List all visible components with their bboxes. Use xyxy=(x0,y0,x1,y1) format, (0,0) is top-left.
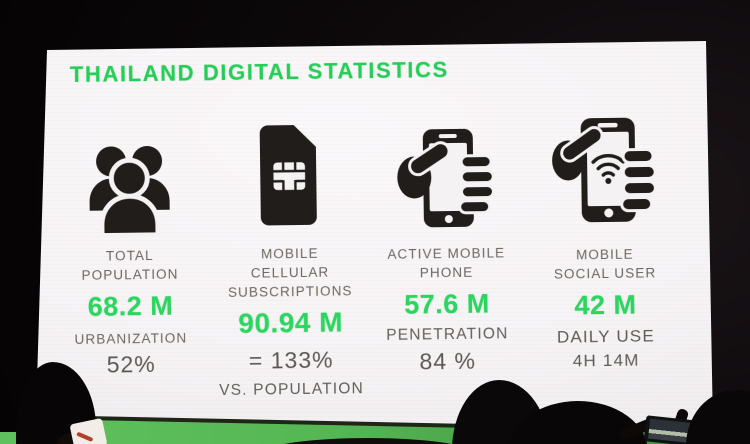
people-group-icon xyxy=(80,135,177,243)
stat-column-population: TOTAL POPULATION 68.2 M URBANIZATION 52% xyxy=(56,134,204,379)
stat-label: ACTIVE MOBILE xyxy=(387,245,506,262)
stat-column-subscriptions: MOBILE CELLULAR SUBSCRIPTIONS 90.94 M = … xyxy=(211,122,370,401)
stat-sub-value: 84 % xyxy=(419,347,477,375)
stat-sub-label: PENETRATION xyxy=(386,325,509,344)
slide-title: THAILAND DIGITAL STATISTICS xyxy=(69,57,449,87)
stat-label: TOTAL xyxy=(105,247,154,264)
stat-column-active-mobile: ACTIVE MOBILE PHONE 57.6 M PENETRATION 8… xyxy=(367,122,526,376)
stat-value: 42 M xyxy=(574,289,637,321)
stat-sub-label: DAILY USE xyxy=(556,326,656,347)
stat-value: 57.6 M xyxy=(403,288,490,320)
stat-sub-value: = 133% xyxy=(248,346,334,374)
sim-card-icon xyxy=(257,123,320,233)
stat-label: SUBSCRIPTIONS xyxy=(227,283,353,300)
stat-sub-value: 4H 14M xyxy=(572,350,640,371)
hand-holding-phone-wifi-icon xyxy=(550,113,658,237)
audience-head-silhouette xyxy=(266,438,470,444)
stat-label: MOBILE xyxy=(260,245,319,262)
stat-label: SOCIAL USER xyxy=(553,265,657,282)
stat-sub-label: URBANIZATION xyxy=(74,330,188,347)
stat-sub-label: VS. POPULATION xyxy=(219,380,365,400)
stat-label: MOBILE xyxy=(575,246,634,263)
stat-value: 68.2 M xyxy=(87,290,174,322)
phone-screen-mark xyxy=(76,431,94,442)
stat-label: CELLULAR xyxy=(250,264,330,281)
stat-column-social-user: MOBILE SOCIAL USER 42 M DAILY USE 4H 14M xyxy=(525,113,683,373)
stat-sub-value: 52% xyxy=(106,350,156,378)
hand-holding-phone-icon xyxy=(395,122,496,238)
stat-label: POPULATION xyxy=(81,266,179,283)
stat-label: PHONE xyxy=(419,264,474,281)
stat-value: 90.94 M xyxy=(238,306,344,339)
